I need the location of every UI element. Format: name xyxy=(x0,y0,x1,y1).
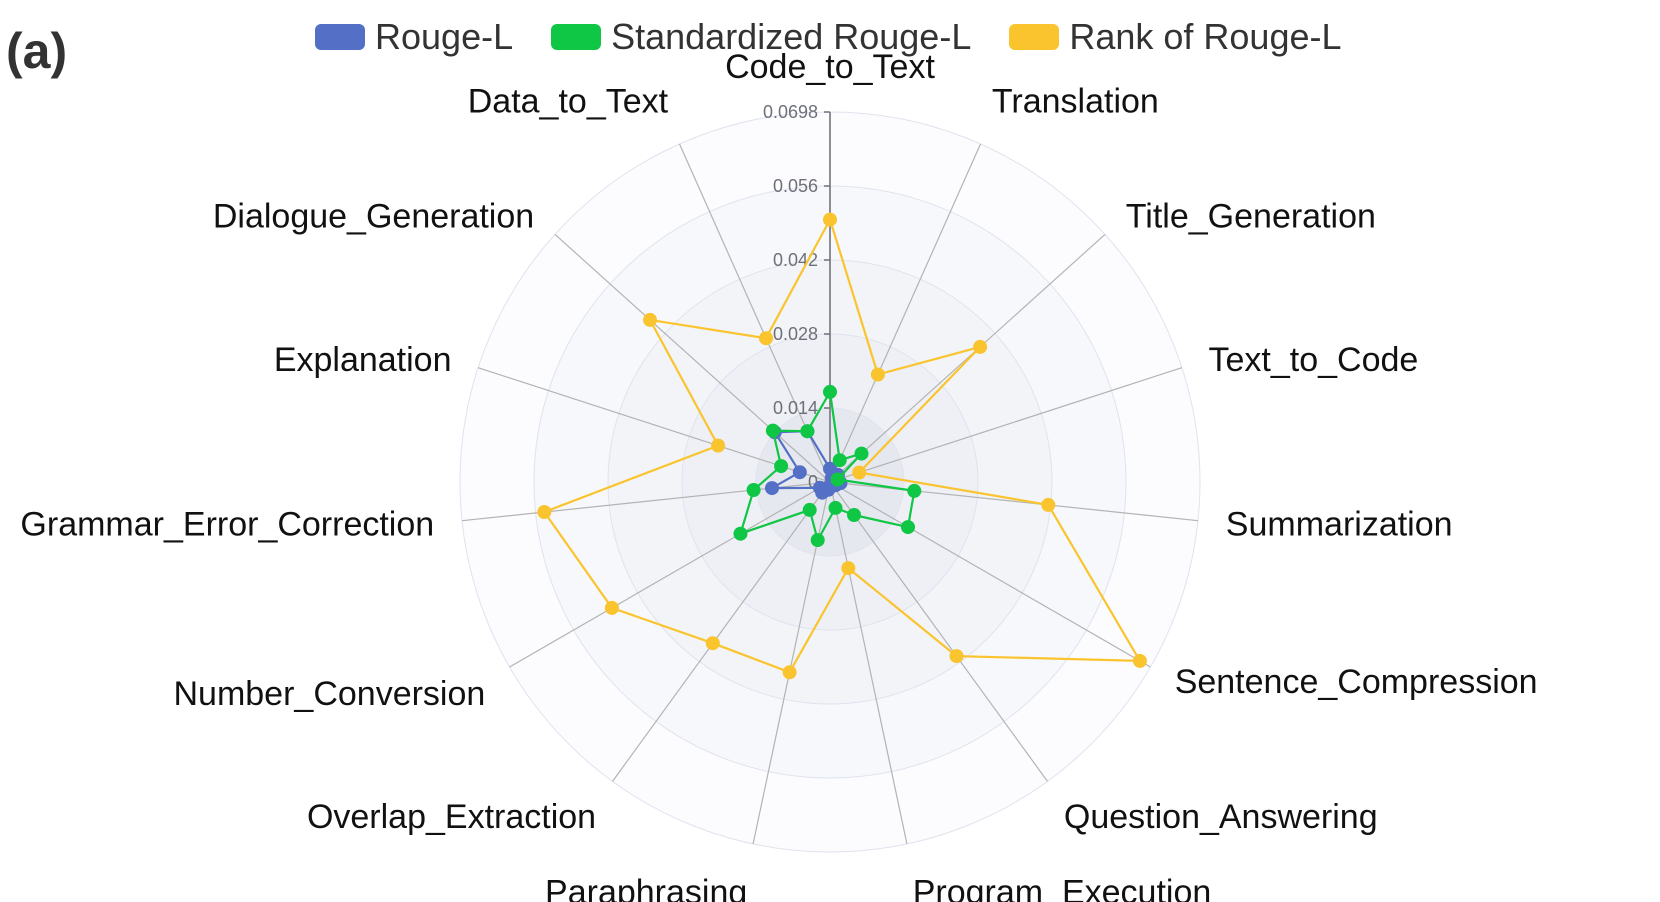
radar-spokes xyxy=(461,112,1199,845)
point-standardized-rouge-l-title-generation xyxy=(854,446,869,461)
point-rank-of-rouge-l-overlap-extraction xyxy=(705,636,720,651)
legend-label-standardized-rouge-l: Standardized Rouge-L xyxy=(611,16,972,57)
category-label-sentence-compression: Sentence_Compression xyxy=(1175,663,1538,701)
point-standardized-rouge-l-number-conversion xyxy=(733,526,748,541)
category-label-question-answering: Question_Answering xyxy=(1064,798,1378,836)
legend-swatch-rank-of-rouge-l xyxy=(1009,24,1060,50)
point-rank-of-rouge-l-number-conversion xyxy=(604,600,619,615)
series-line-rank-of-rouge-l xyxy=(543,218,1142,674)
category-label-program-execution: Program_Execution xyxy=(913,873,1212,902)
point-rank-of-rouge-l-title-generation xyxy=(973,339,988,354)
point-standardized-rouge-l-program-execution xyxy=(828,500,843,515)
panel-label: (a) xyxy=(6,23,68,79)
radial-tick-label-2: 0.028 xyxy=(773,324,818,344)
point-rank-of-rouge-l-program-execution xyxy=(841,561,856,576)
category-label-code-to-text: Code_to_Text xyxy=(725,48,935,86)
point-standardized-rouge-l-dialogue-generation xyxy=(765,423,780,438)
category-label-dialogue-generation: Dialogue_Generation xyxy=(213,198,534,236)
legend-label-rank-of-rouge-l: Rank of Rouge-L xyxy=(1069,16,1342,57)
point-rank-of-rouge-l-translation xyxy=(870,367,885,382)
spoke-text-to-code xyxy=(829,367,1183,483)
legend-swatch-standardized-rouge-l xyxy=(551,24,602,50)
category-label-grammar-error-correction: Grammar_Error_Correction xyxy=(20,506,434,544)
point-rouge-l-number-conversion xyxy=(812,480,827,495)
legend-item-rouge-l[interactable]: Rouge-L xyxy=(315,16,513,58)
spoke-overlap-extraction xyxy=(612,481,831,782)
point-standardized-rouge-l-data-to-text xyxy=(800,424,815,439)
point-rank-of-rouge-l-paraphrasing xyxy=(782,665,797,680)
spoke-dialogue-generation xyxy=(554,233,831,483)
category-label-overlap-extraction: Overlap_Extraction xyxy=(307,798,596,836)
point-rank-of-rouge-l-question-answering xyxy=(949,649,964,664)
radial-tick-label-0: 0 xyxy=(808,472,818,492)
radial-tick-label-4: 0.056 xyxy=(773,176,818,196)
point-rank-of-rouge-l-explanation xyxy=(711,438,726,453)
legend-label-rouge-l: Rouge-L xyxy=(375,16,514,57)
spoke-question-answering xyxy=(829,481,1048,782)
point-standardized-rouge-l-explanation xyxy=(774,459,789,474)
point-standardized-rouge-l-paraphrasing xyxy=(810,533,825,548)
spoke-program-execution xyxy=(829,481,908,845)
point-rank-of-rouge-l-text-to-code xyxy=(852,465,867,480)
radial-axis xyxy=(824,111,831,483)
point-standardized-rouge-l-translation xyxy=(832,453,847,468)
point-standardized-rouge-l-code-to-text xyxy=(823,384,837,399)
point-standardized-rouge-l-grammar-error-correction xyxy=(746,483,761,497)
legend-item-rank-of-rouge-l[interactable]: Rank of Rouge-L xyxy=(1009,16,1342,58)
point-standardized-rouge-l-overlap-extraction xyxy=(802,502,817,517)
point-standardized-rouge-l-sentence-compression xyxy=(901,520,915,535)
point-rank-of-rouge-l-dialogue-generation xyxy=(643,312,657,327)
point-standardized-rouge-l-question-answering xyxy=(847,508,861,522)
point-rank-of-rouge-l-data-to-text xyxy=(759,331,773,346)
series-layer xyxy=(537,212,1147,680)
category-label-title-generation: Title_Generation xyxy=(1126,198,1376,236)
legend-item-standardized-rouge-l[interactable]: Standardized Rouge-L xyxy=(551,16,971,58)
legend-swatch-rouge-l xyxy=(315,24,365,50)
spoke-sentence-compression xyxy=(829,481,1151,668)
spoke-explanation xyxy=(477,367,831,483)
legend: Rouge-L Standardized Rouge-L Rank of Rou… xyxy=(315,12,1342,62)
category-label-paraphrasing: Paraphrasing xyxy=(545,873,747,902)
point-rank-of-rouge-l-sentence-compression xyxy=(1132,653,1147,668)
spoke-title-generation xyxy=(829,233,1106,483)
point-standardized-rouge-l-summarization xyxy=(907,483,922,498)
category-labels: Code_to_Text Translation Title_Generation T… xyxy=(20,48,1537,902)
category-label-data-to-text: Data_to_Text xyxy=(468,82,669,120)
category-label-explanation: Explanation xyxy=(274,341,452,379)
point-rank-of-rouge-l-code-to-text xyxy=(823,212,837,227)
category-label-text-to-code: Text_to_Code xyxy=(1209,341,1419,379)
category-label-translation: Translation xyxy=(992,82,1159,120)
spoke-number-conversion xyxy=(509,481,831,668)
point-rouge-l-explanation xyxy=(792,465,807,480)
series-line-standardized-rouge-l xyxy=(739,390,916,542)
point-rank-of-rouge-l-grammar-error-correction xyxy=(537,505,552,519)
spoke-translation xyxy=(829,143,982,483)
radial-tick-label-1: 0.014 xyxy=(773,398,818,418)
point-rouge-l-grammar-error-correction xyxy=(765,481,779,496)
category-label-number-conversion: Number_Conversion xyxy=(173,675,485,713)
radial-tick-label-5: 0.0698 xyxy=(763,102,818,122)
point-standardized-rouge-l-text-to-code xyxy=(830,472,845,487)
point-rank-of-rouge-l-summarization xyxy=(1041,497,1056,512)
category-label-summarization: Summarization xyxy=(1226,506,1453,544)
